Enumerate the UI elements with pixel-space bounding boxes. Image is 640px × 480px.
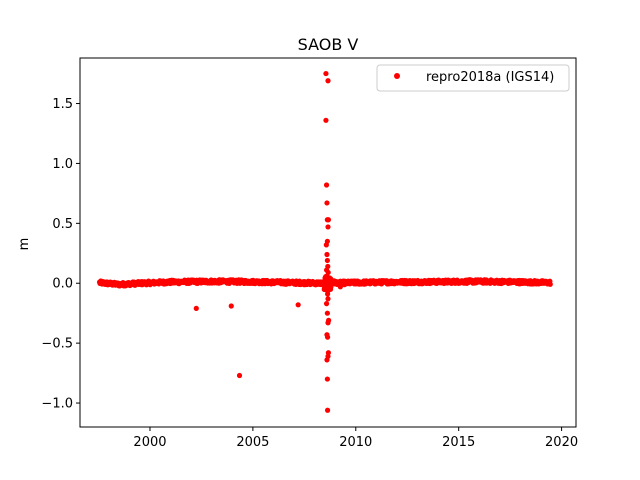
axis-ticks: 2000 2005 2010 2015 2020 −1.0 −0.5 0.0 0.5 1.0 1.5 — [41, 97, 578, 450]
legend-series-label: repro2018a (IGS14) — [426, 70, 554, 85]
x-tick-label: 2010 — [339, 435, 372, 450]
outlier-point — [324, 251, 330, 258]
outlier-point — [228, 303, 234, 309]
chart-title: SAOB V — [298, 35, 359, 54]
outlier-point — [323, 301, 330, 307]
x-tick-label: 2015 — [442, 435, 475, 450]
outlier-point — [324, 273, 330, 279]
y-tick-label: −0.5 — [41, 337, 73, 352]
outlier-point — [324, 357, 330, 363]
outlier-point — [324, 291, 331, 297]
outlier-point — [325, 320, 331, 326]
data-point — [325, 279, 331, 285]
outlier-point — [325, 217, 332, 223]
plot-area-frame — [79, 57, 577, 428]
outlier-point — [324, 286, 330, 292]
y-tick-label: −1.0 — [41, 397, 73, 412]
outlier-point — [324, 200, 330, 206]
outlier-point — [325, 224, 331, 230]
outlier-point — [324, 257, 330, 264]
outlier-point — [324, 334, 331, 340]
y-axis-label: m — [17, 238, 32, 251]
outlier-point — [324, 376, 330, 382]
outlier-point — [323, 182, 330, 188]
outlier-point — [295, 302, 301, 308]
legend-marker — [394, 73, 400, 79]
x-tick-label: 2005 — [236, 435, 269, 450]
outlier-point — [323, 242, 329, 248]
y-tick-label: 0.0 — [52, 277, 73, 292]
outlier-point — [324, 407, 331, 413]
outlier-point — [236, 372, 243, 379]
outlier-point — [324, 310, 330, 316]
y-tick-label: 1.0 — [52, 157, 73, 172]
x-tick-label: 2000 — [133, 435, 166, 450]
data-point — [547, 281, 553, 287]
outlier-point — [323, 117, 329, 123]
outlier-point — [325, 78, 331, 84]
x-tick-label: 2020 — [545, 435, 578, 450]
outlier-point — [331, 278, 337, 284]
outlier-point — [337, 284, 343, 290]
y-tick-label: 1.5 — [52, 97, 73, 112]
outlier-point — [323, 70, 329, 77]
legend-box — [376, 64, 570, 92]
data-points — [96, 70, 553, 413]
outlier-point — [325, 296, 331, 302]
y-tick-label: 0.5 — [52, 217, 73, 232]
legend: repro2018a (IGS14) — [376, 64, 570, 92]
outlier-point — [193, 305, 199, 311]
